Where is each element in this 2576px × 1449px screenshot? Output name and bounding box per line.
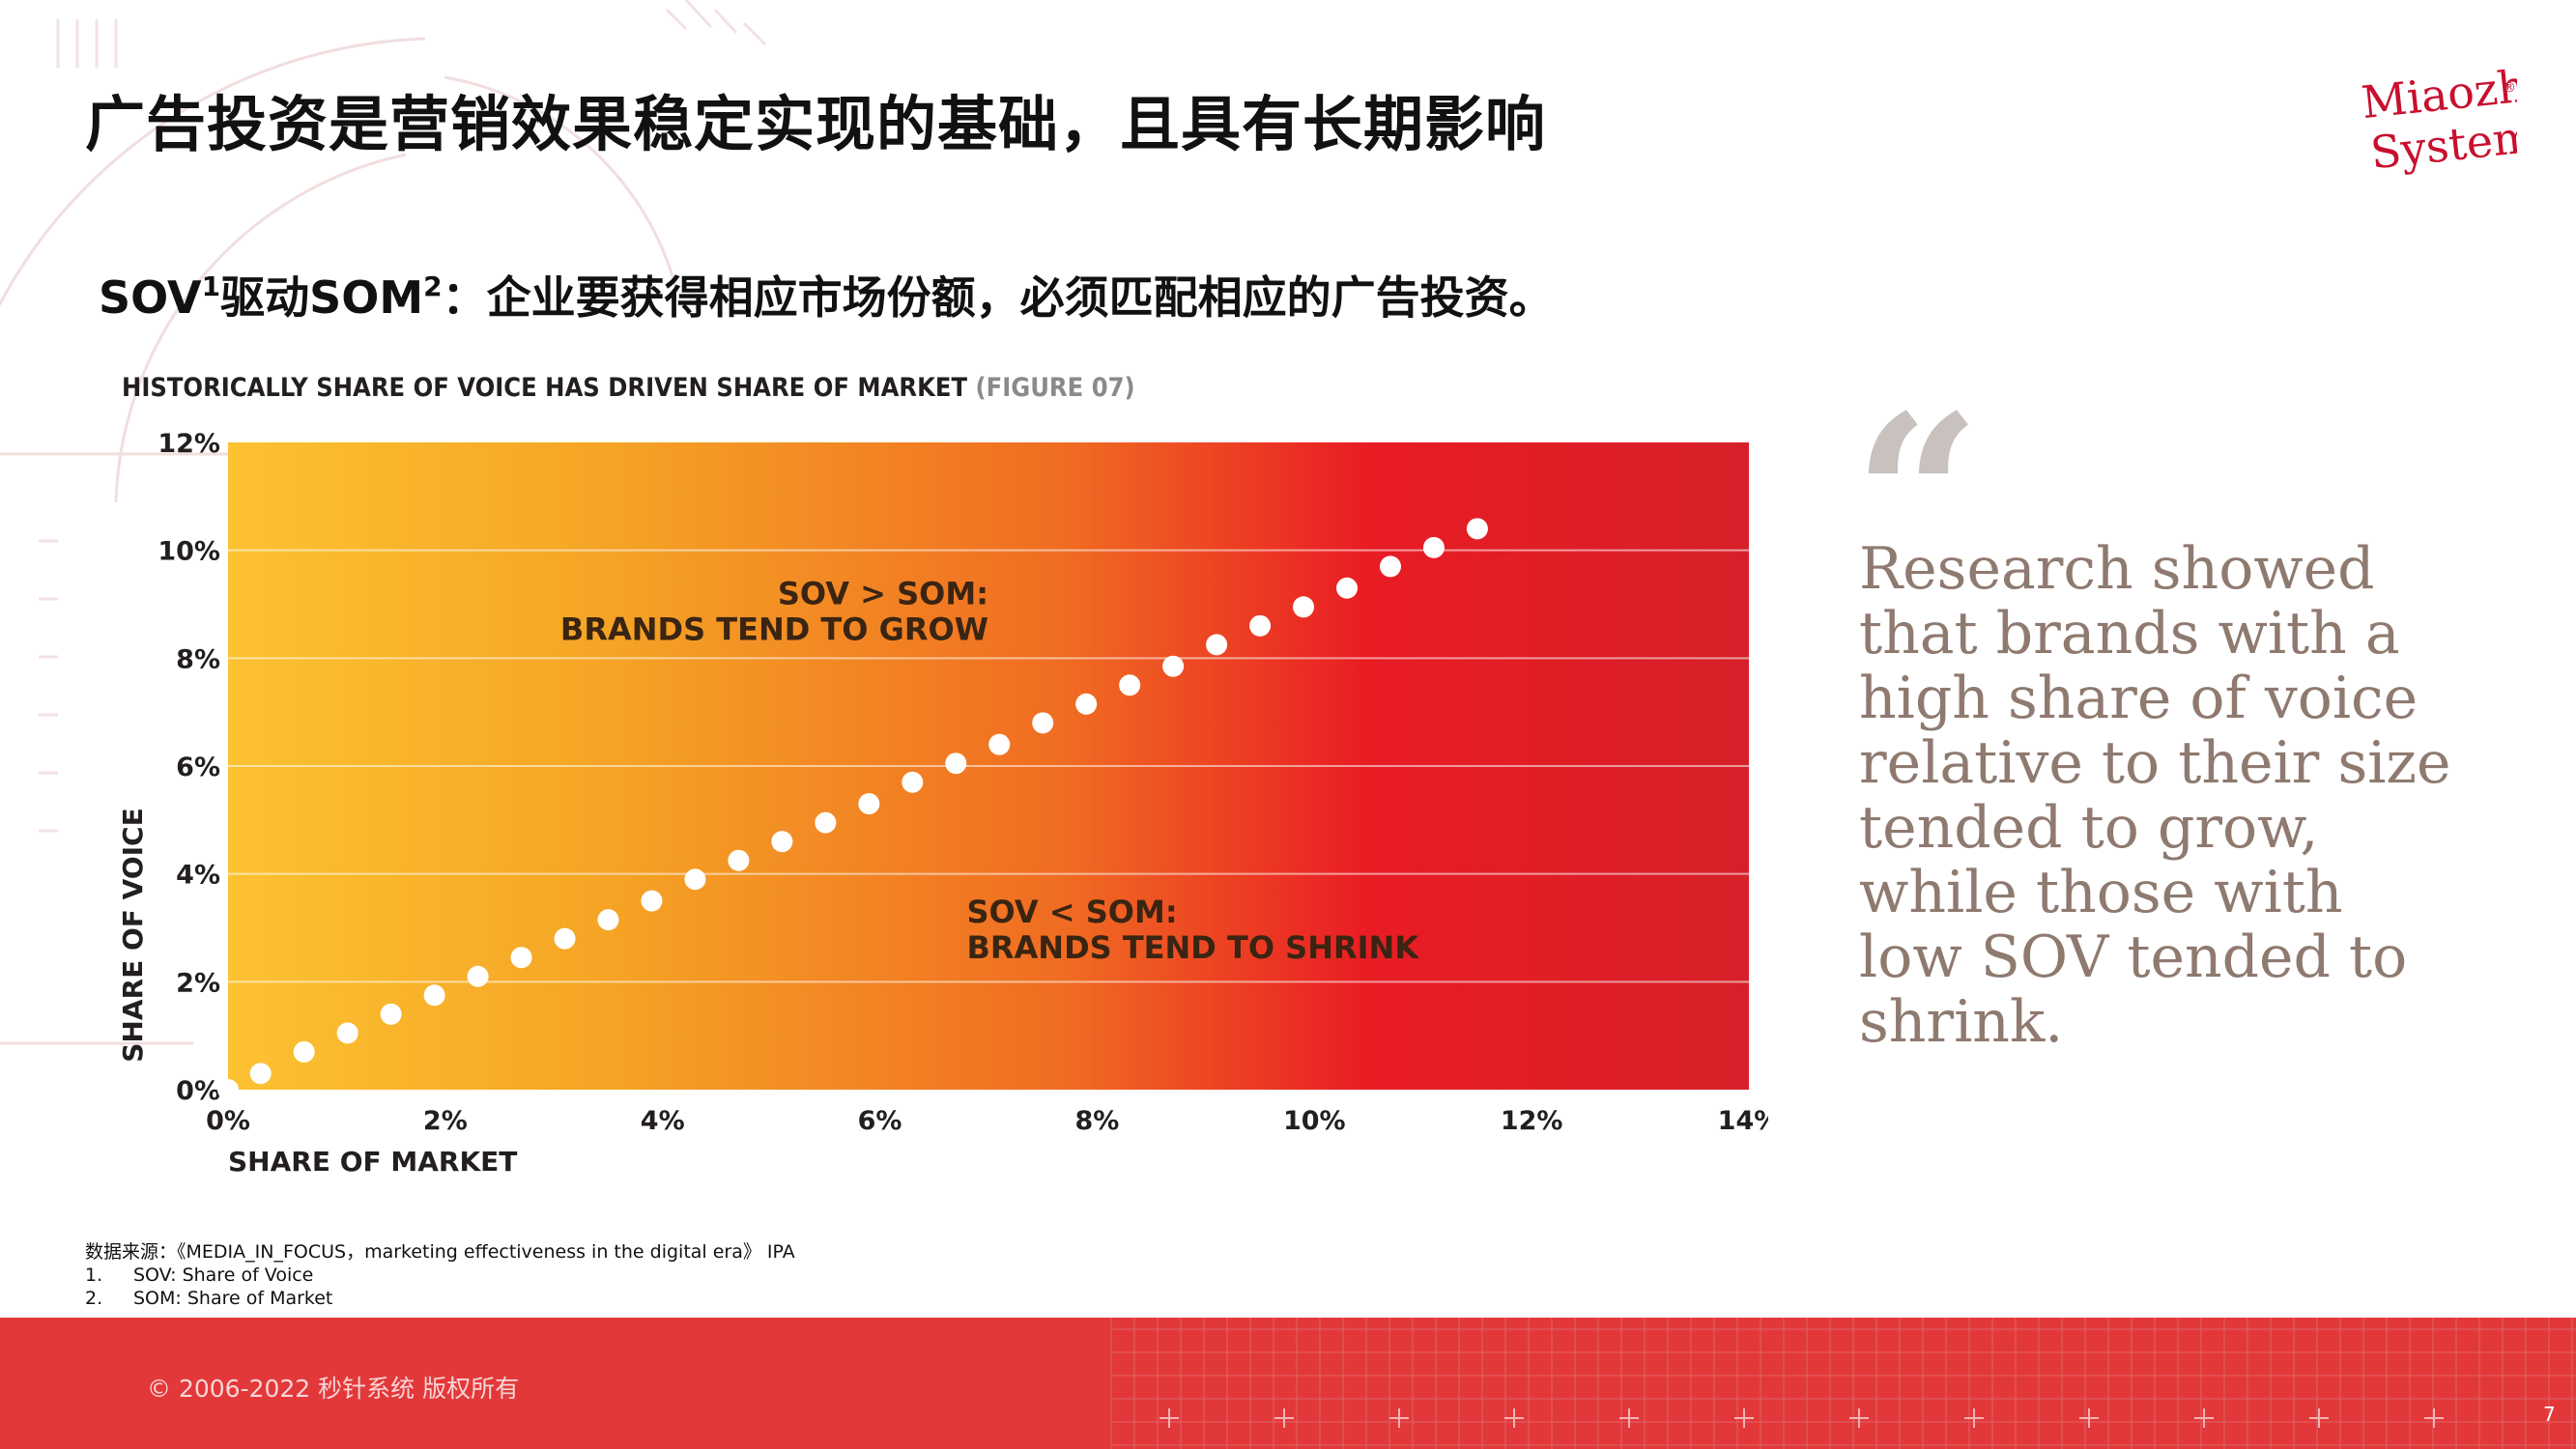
data-point [1422, 536, 1445, 558]
subtitle-sov: SOV [99, 271, 202, 324]
subtitle: SOV1驱动SOM2：企业要获得相应市场份额，必须匹配相应的广告投资。 [99, 263, 1554, 327]
annotation-line: BRANDS TEND TO SHRINK [967, 929, 1420, 966]
y-tick-label: 4% [176, 861, 220, 891]
x-tick-label: 4% [641, 1106, 685, 1136]
logo-registered-mark: ® [2503, 80, 2516, 96]
x-tick-label: 12% [1501, 1106, 1563, 1136]
data-point [380, 1003, 402, 1025]
page-title: 广告投资是营销效果稳定实现的基础，且具有长期影响 [85, 89, 1547, 159]
x-tick-label: 6% [858, 1106, 902, 1136]
footnote-2: 2. SOM: Share of Market [85, 1287, 795, 1310]
x-axis-label: SHARE OF MARKET [228, 1146, 517, 1178]
data-point [423, 984, 445, 1007]
subtitle-footnote-2: 2 [423, 270, 443, 302]
data-point [1466, 518, 1488, 540]
source-line: 数据来源：《MEDIA_IN_FOCUS，marketing effective… [85, 1241, 795, 1263]
data-point [988, 733, 1011, 755]
data-point [510, 947, 532, 969]
data-point [1032, 712, 1054, 734]
data-point [249, 1063, 272, 1085]
data-point [467, 965, 489, 987]
data-point [554, 927, 576, 950]
annotation-line: BRANDS TEND TO GROW [560, 611, 988, 648]
page-number: 7 [2543, 1403, 2556, 1426]
y-tick-label: 8% [176, 644, 220, 674]
x-tick-label: 14% [1718, 1106, 1768, 1136]
footer-bar: © 2006-2022 秒针系统 版权所有 7 [0, 1318, 2576, 1449]
data-point [641, 890, 663, 912]
data-point [815, 811, 837, 834]
data-point [684, 868, 706, 891]
gridlines [228, 549, 1749, 983]
data-point [336, 1022, 358, 1044]
annotations: SOV > SOM:BRANDS TEND TO GROW SOV < SOM:B… [560, 576, 1419, 966]
footnote-text: SOM: Share of Market [133, 1288, 333, 1309]
copyright: © 2006-2022 秒针系统 版权所有 [147, 1375, 520, 1403]
data-point [1119, 674, 1141, 696]
y-axis-label: SHARE OF VOICE [117, 808, 149, 1062]
footnote-1: 1. SOV: Share of Voice [85, 1264, 795, 1287]
data-point [597, 909, 619, 931]
y-tick-labels: 0% 2% 4% 6% 8% 10% 12% [157, 429, 220, 1106]
data-point [902, 771, 924, 793]
chart-title-figure: (FIGURE 07) [976, 373, 1135, 403]
data-point [1249, 614, 1272, 637]
quote-line: high share of voice [1859, 665, 2419, 732]
subtitle-drives-som: 驱动SOM [220, 271, 424, 324]
x-tick-labels: 0% 2% 4% 6% 8% 10% 12% 14% [206, 1106, 1768, 1136]
quote-mark: “ [1853, 367, 1982, 628]
y-tick-label: 10% [157, 537, 220, 567]
quote-line: that brands with a [1859, 600, 2400, 668]
footer-grid-pattern [1110, 1318, 2576, 1449]
x-tick-label: 10% [1283, 1106, 1346, 1136]
miaozhen-systems-logo: Miaozhen ® Systems [2359, 58, 2517, 179]
quote-line: while those with [1859, 859, 2343, 926]
y-tick-label: 12% [157, 429, 220, 459]
chart-title: HISTORICALLY SHARE OF VOICE HAS DRIVEN S… [122, 373, 1135, 403]
x-tick-label: 8% [1075, 1106, 1120, 1136]
data-point [1075, 693, 1098, 715]
data-point [1336, 577, 1359, 599]
quote-line: shrink. [1859, 988, 2064, 1056]
data-point [217, 1079, 239, 1100]
data-point [858, 793, 880, 815]
y-tick-label: 2% [176, 968, 220, 998]
quote-line: tended to grow, [1859, 794, 2319, 862]
sov-som-scatter-chart: HISTORICALLY SHARE OF VOICE HAS DRIVEN S… [117, 373, 1768, 1178]
data-point [1162, 655, 1185, 677]
y-tick-label: 6% [176, 753, 220, 782]
footnote-number: 2. [85, 1288, 103, 1309]
data-point [1379, 555, 1401, 578]
quote-line: relative to their size [1859, 729, 2451, 797]
x-tick-label: 2% [423, 1106, 468, 1136]
decorative-background [0, 0, 767, 1045]
x-tick-label: 0% [206, 1106, 250, 1136]
footnote-text: SOV: Share of Voice [133, 1264, 314, 1286]
source-notes: 数据来源：《MEDIA_IN_FOCUS，marketing effective… [85, 1240, 795, 1310]
data-points [217, 518, 1488, 1100]
data-point [293, 1040, 315, 1063]
data-point [1206, 634, 1228, 656]
annotation-line: SOV > SOM: [778, 576, 988, 612]
footnote-number: 1. [85, 1264, 103, 1286]
quote-line: low SOV tended to [1859, 923, 2408, 991]
data-point [1293, 596, 1315, 618]
y-tick-label: 0% [176, 1076, 220, 1106]
data-point [728, 849, 750, 871]
data-point [771, 831, 793, 853]
subtitle-statement: ：企业要获得相应市场份额，必须匹配相应的广告投资。 [442, 271, 1554, 324]
data-point [945, 753, 967, 775]
quote-line: Research showed [1859, 535, 2375, 603]
chart-title-main: HISTORICALLY SHARE OF VOICE HAS DRIVEN S… [122, 373, 968, 403]
pull-quote: Research showed that brands with a high … [1859, 537, 2555, 1055]
subtitle-footnote-1: 1 [201, 270, 221, 302]
annotation-line: SOV < SOM: [967, 894, 1178, 930]
